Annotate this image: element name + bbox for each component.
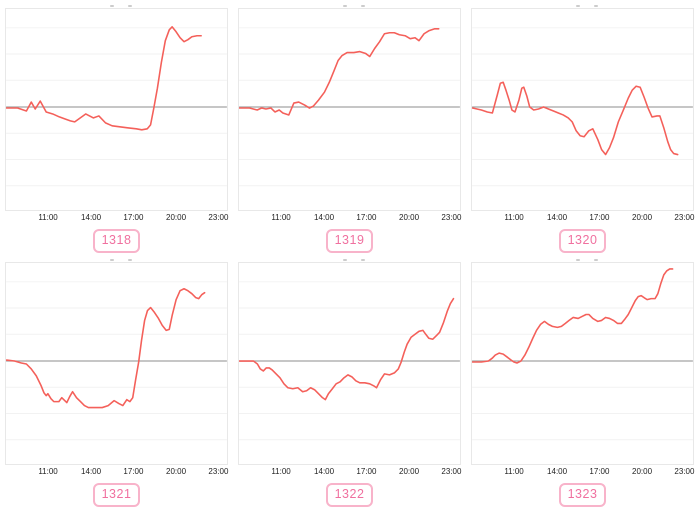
x-axis: 11:00 14:00 17:00 20:00 23:00 bbox=[471, 212, 694, 224]
x-tick-label: 20:00 bbox=[166, 213, 187, 222]
x-tick-label: 11:00 bbox=[504, 467, 524, 476]
sparkline-svg bbox=[6, 281, 227, 441]
x-tick-label: 23:00 bbox=[674, 467, 695, 476]
x-tick-label: 17:00 bbox=[589, 213, 610, 222]
badge-row: 1319 bbox=[238, 229, 461, 253]
x-tick-label: 14:00 bbox=[314, 213, 335, 222]
badge-row: 1323 bbox=[471, 483, 694, 507]
cropped-title-fragment bbox=[238, 0, 461, 8]
x-tick-label: 17:00 bbox=[589, 467, 610, 476]
x-tick-label: 23:00 bbox=[208, 213, 229, 222]
cropped-title-fragment bbox=[5, 0, 228, 8]
sparkline-svg bbox=[472, 27, 693, 187]
chart-panel: 11:00 14:00 17:00 20:00 23:00 1318 bbox=[5, 0, 228, 253]
chart-panel: 11:00 14:00 17:00 20:00 23:00 1320 bbox=[471, 0, 694, 253]
badge-row: 1321 bbox=[5, 483, 228, 507]
x-tick-label: 17:00 bbox=[123, 213, 144, 222]
chart-panel: 11:00 14:00 17:00 20:00 23:00 1321 bbox=[5, 254, 228, 507]
chart-id-badge[interactable]: 1322 bbox=[325, 483, 374, 507]
x-axis: 11:00 14:00 17:00 20:00 23:00 bbox=[471, 466, 694, 478]
x-axis: 11:00 14:00 17:00 20:00 23:00 bbox=[5, 466, 228, 478]
x-tick-label: 23:00 bbox=[441, 467, 462, 476]
chart-id-badge[interactable]: 1320 bbox=[558, 229, 607, 253]
x-tick-label: 11:00 bbox=[38, 213, 58, 222]
series-line bbox=[472, 81, 679, 156]
x-tick-label: 20:00 bbox=[632, 467, 653, 476]
chart-panel: 11:00 14:00 17:00 20:00 23:00 1322 bbox=[238, 254, 461, 507]
x-tick-label: 23:00 bbox=[208, 467, 229, 476]
cropped-title-fragment bbox=[471, 254, 694, 262]
x-tick-label: 20:00 bbox=[399, 467, 420, 476]
chart-id-badge[interactable]: 1321 bbox=[92, 483, 141, 507]
sparkline-chart[interactable] bbox=[238, 8, 461, 211]
series-line bbox=[6, 287, 206, 409]
x-tick-label: 17:00 bbox=[123, 467, 144, 476]
chart-id-badge[interactable]: 1319 bbox=[325, 229, 374, 253]
sparkline-chart[interactable] bbox=[238, 262, 461, 465]
series-line bbox=[472, 268, 674, 364]
sparkline-chart[interactable] bbox=[5, 262, 228, 465]
x-tick-label: 20:00 bbox=[399, 213, 420, 222]
x-tick-label: 23:00 bbox=[674, 213, 695, 222]
x-tick-label: 14:00 bbox=[81, 213, 102, 222]
badge-row: 1322 bbox=[238, 483, 461, 507]
sparkline-svg bbox=[6, 26, 227, 187]
x-tick-label: 14:00 bbox=[314, 467, 335, 476]
sparkline-svg bbox=[239, 281, 460, 441]
x-tick-label: 20:00 bbox=[632, 213, 653, 222]
cropped-title-fragment bbox=[5, 254, 228, 262]
series-line bbox=[239, 28, 440, 116]
x-tick-label: 17:00 bbox=[356, 467, 377, 476]
x-tick-label: 14:00 bbox=[81, 467, 102, 476]
x-tick-label: 11:00 bbox=[38, 467, 58, 476]
x-tick-label: 20:00 bbox=[166, 467, 187, 476]
x-tick-label: 23:00 bbox=[441, 213, 462, 222]
x-tick-label: 11:00 bbox=[504, 213, 524, 222]
sparkline-svg bbox=[472, 268, 693, 441]
cropped-title-fragment bbox=[471, 0, 694, 8]
chart-id-badge[interactable]: 1323 bbox=[558, 483, 607, 507]
sparkline-svg bbox=[239, 27, 460, 187]
sparkline-chart[interactable] bbox=[5, 8, 228, 211]
x-tick-label: 11:00 bbox=[271, 467, 291, 476]
sparkline-chart[interactable] bbox=[471, 8, 694, 211]
series-line bbox=[239, 297, 455, 401]
series-line bbox=[6, 26, 202, 131]
x-axis: 11:00 14:00 17:00 20:00 23:00 bbox=[5, 212, 228, 224]
chart-id-badge[interactable]: 1318 bbox=[92, 229, 141, 253]
badge-row: 1320 bbox=[471, 229, 694, 253]
cropped-title-fragment bbox=[238, 254, 461, 262]
badge-row: 1318 bbox=[5, 229, 228, 253]
x-tick-label: 14:00 bbox=[547, 467, 568, 476]
x-tick-label: 17:00 bbox=[356, 213, 377, 222]
chart-panel: 11:00 14:00 17:00 20:00 23:00 1323 bbox=[471, 254, 694, 507]
x-tick-label: 11:00 bbox=[271, 213, 291, 222]
chart-panel: 11:00 14:00 17:00 20:00 23:00 1319 bbox=[238, 0, 461, 253]
x-axis: 11:00 14:00 17:00 20:00 23:00 bbox=[238, 212, 461, 224]
x-axis: 11:00 14:00 17:00 20:00 23:00 bbox=[238, 466, 461, 478]
sparkline-chart[interactable] bbox=[471, 262, 694, 465]
x-tick-label: 14:00 bbox=[547, 213, 568, 222]
